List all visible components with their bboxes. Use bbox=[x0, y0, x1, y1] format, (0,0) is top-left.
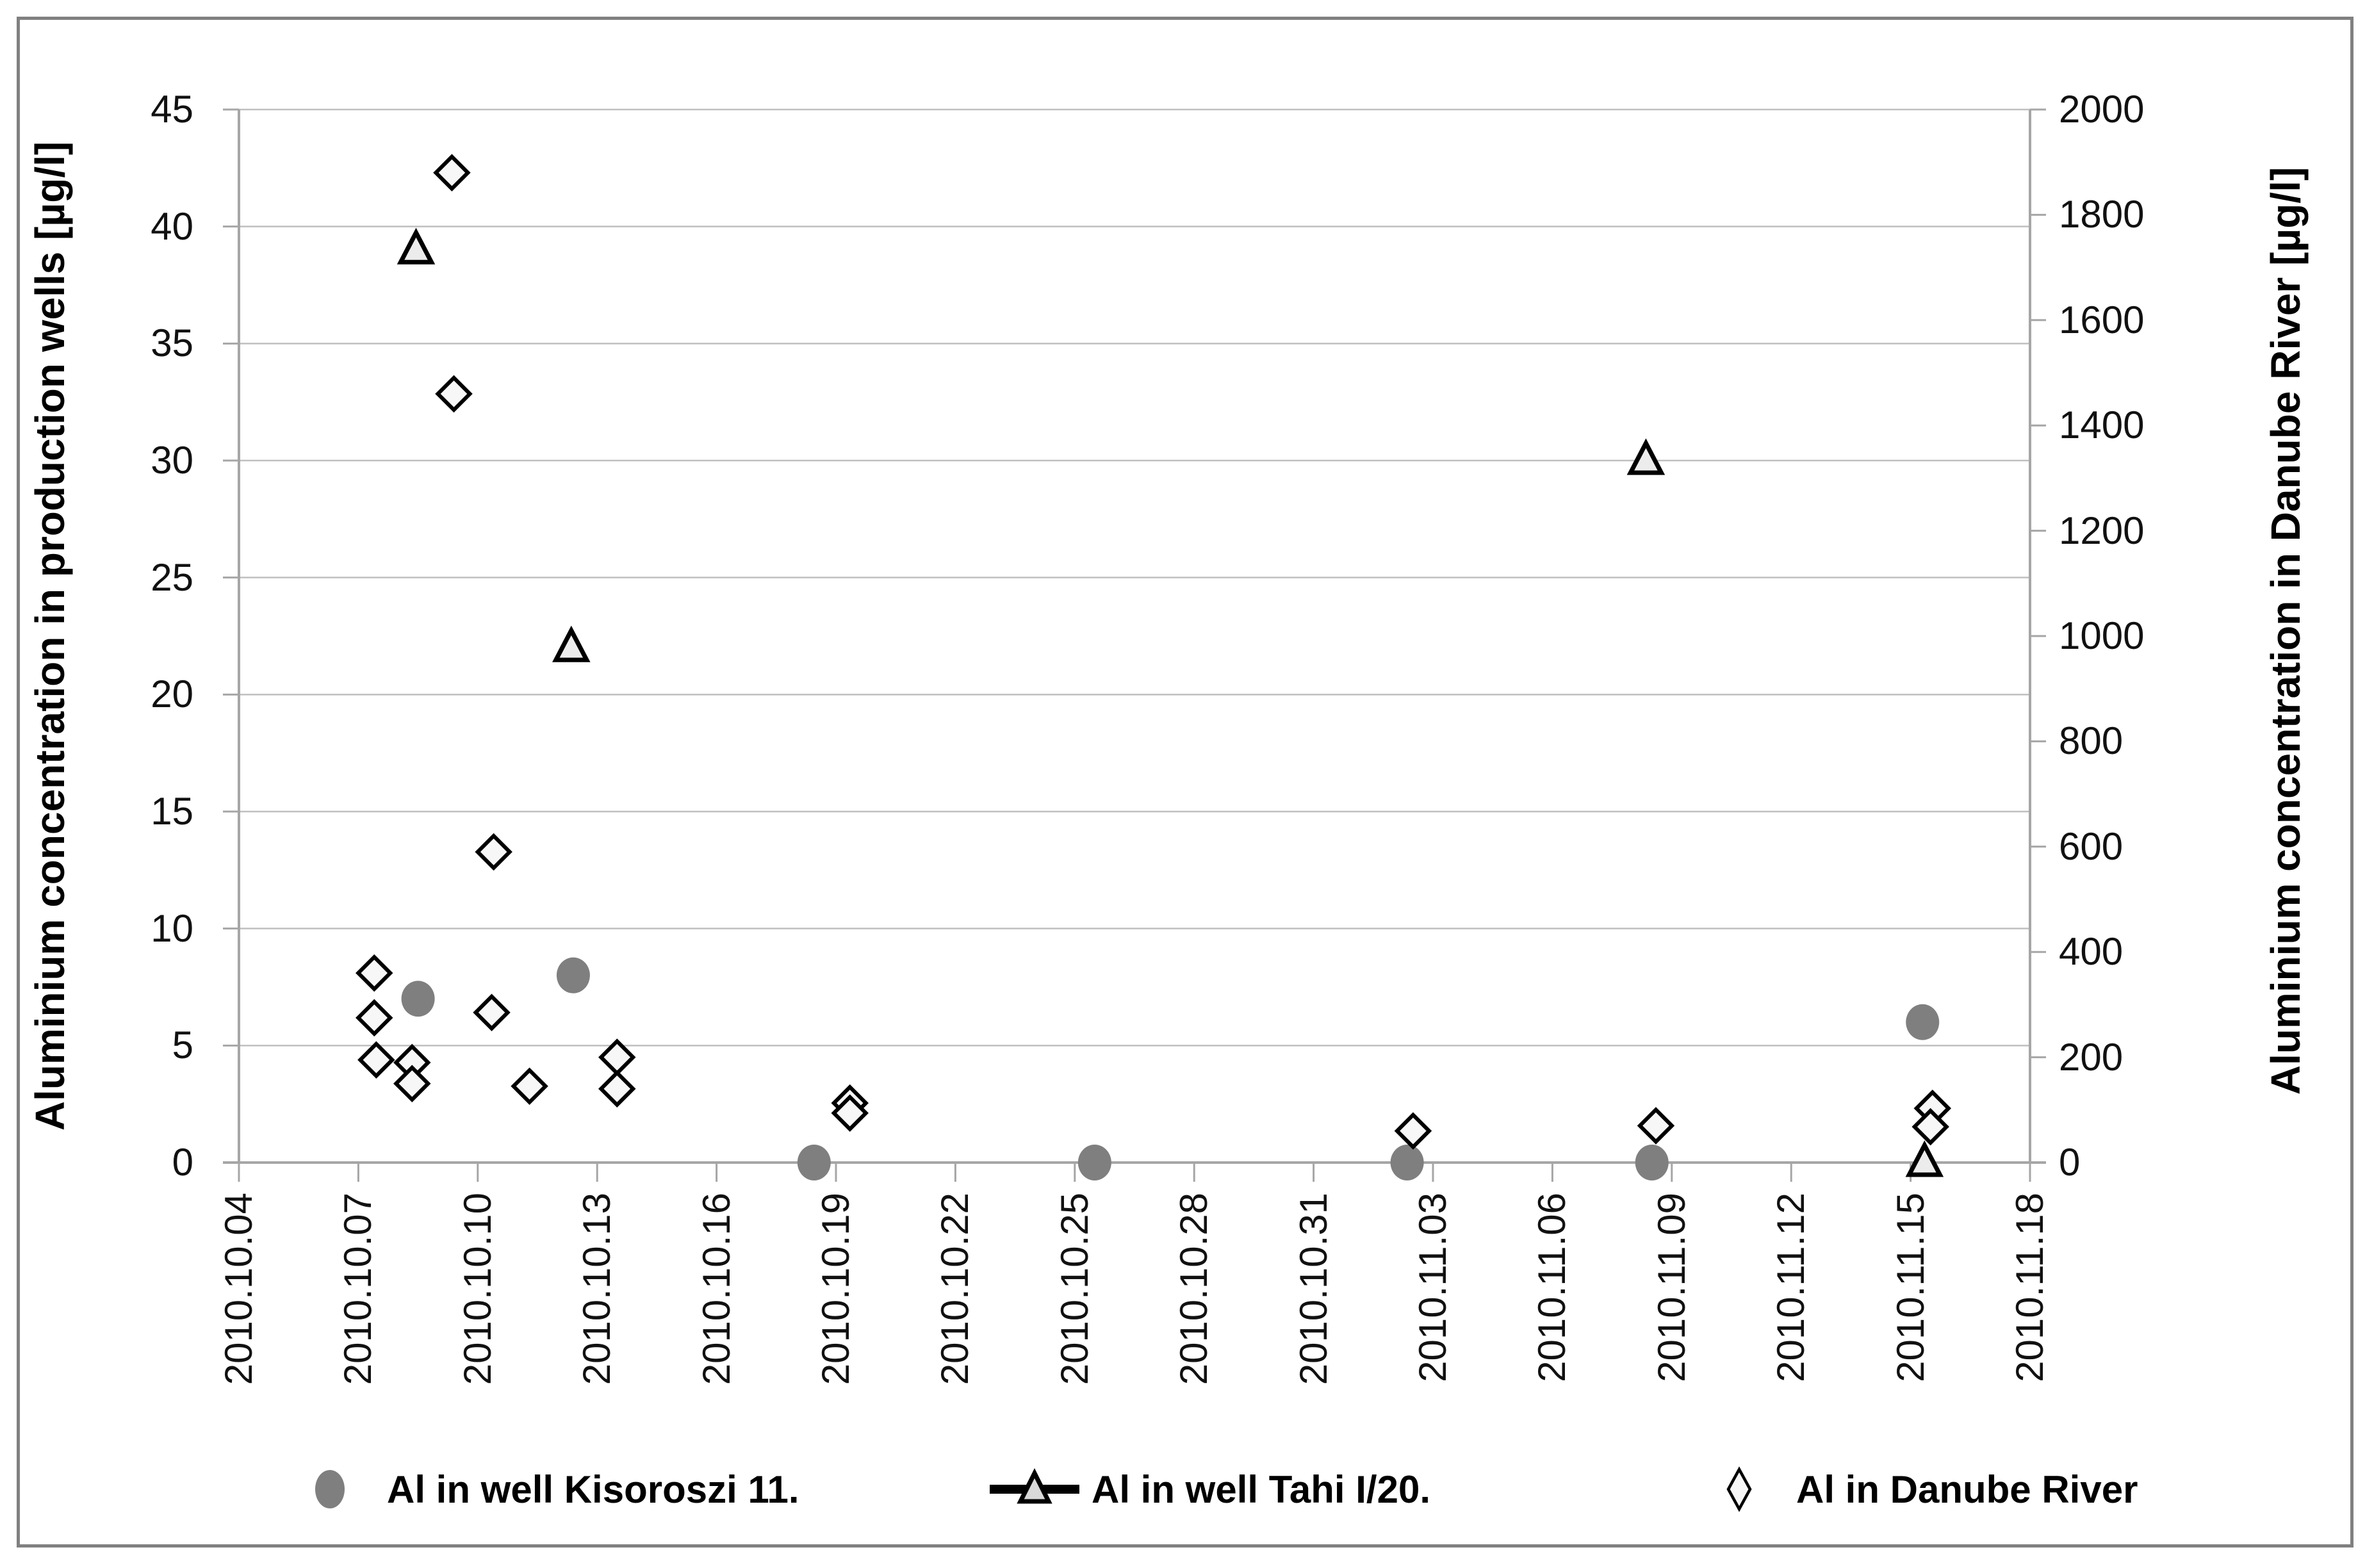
legend-marker-filled-circle-icon bbox=[315, 1470, 345, 1508]
data-point-circle bbox=[797, 1145, 831, 1180]
data-point-diamond bbox=[598, 1070, 636, 1108]
x-axis-tick-label: 2010.10.19 bbox=[814, 1193, 857, 1385]
y-axis-tick-label-left: 40 bbox=[151, 204, 193, 248]
y-axis-tick-label-left: 45 bbox=[151, 88, 193, 131]
y-axis-tick-label-right: 1600 bbox=[2059, 298, 2145, 341]
data-point-circle bbox=[1906, 1004, 1940, 1040]
y-axis-tick-label-right: 800 bbox=[2059, 719, 2124, 763]
data-point-diamond bbox=[1911, 1107, 1949, 1146]
x-axis-tick-label: 2010.10.25 bbox=[1052, 1193, 1096, 1385]
data-point-diamond bbox=[356, 999, 393, 1037]
y-axis-title-right: Aluminium concentration in Danube River … bbox=[2263, 167, 2309, 1095]
x-axis-tick-label: 2010.10.16 bbox=[694, 1193, 738, 1385]
y-axis-title-left: Aluminium concentration in production we… bbox=[27, 141, 73, 1131]
y-axis-tick-label-right: 600 bbox=[2059, 824, 2124, 868]
y-axis-tick-label-right: 1400 bbox=[2059, 404, 2145, 447]
y-axis-tick-label-right: 1000 bbox=[2059, 614, 2145, 657]
legend-label: Al in well Kisoroszi 11. bbox=[387, 1467, 799, 1511]
x-axis-tick-label: 2010.11.12 bbox=[1769, 1193, 1813, 1382]
data-point-triangle bbox=[552, 625, 591, 662]
y-axis-tick-label-right: 2000 bbox=[2059, 88, 2145, 131]
x-axis-tick-label: 2010.10.04 bbox=[217, 1193, 260, 1385]
x-axis-tick-label: 2010.11.06 bbox=[1530, 1193, 1574, 1382]
chart-outer-border bbox=[17, 17, 2354, 1548]
y-axis-tick-label-left: 35 bbox=[151, 322, 193, 365]
data-point-diamond bbox=[473, 993, 511, 1031]
y-axis-tick-label-right: 1200 bbox=[2059, 509, 2145, 552]
legend-item: Al in well Tahi I/20. bbox=[986, 1441, 1430, 1537]
x-axis-tick-label: 2010.10.13 bbox=[575, 1193, 619, 1385]
legend-label: Al in well Tahi I/20. bbox=[1092, 1467, 1431, 1511]
data-point-circle bbox=[556, 957, 590, 993]
y-axis-tick-label-left: 25 bbox=[151, 555, 193, 599]
x-axis-tick-label: 2010.11.15 bbox=[1888, 1193, 1932, 1382]
data-point-diamond bbox=[393, 1065, 431, 1102]
y-axis-tick-label-left: 10 bbox=[151, 906, 193, 950]
data-point-circle bbox=[401, 981, 435, 1017]
legend-marker-open-diamond-icon bbox=[1726, 1466, 1752, 1512]
y-axis-tick-label-left: 30 bbox=[151, 439, 193, 482]
data-point-diamond bbox=[1394, 1112, 1432, 1150]
y-axis-tick-label-right: 200 bbox=[2059, 1035, 2124, 1079]
y-axis-tick-label-left: 20 bbox=[151, 673, 193, 716]
data-point-diamond bbox=[356, 954, 393, 992]
data-point-triangle bbox=[1626, 438, 1666, 475]
x-axis-tick-label: 2010.10.28 bbox=[1172, 1193, 1216, 1385]
data-point-circle bbox=[1390, 1145, 1424, 1180]
data-point-diamond bbox=[475, 833, 512, 871]
data-point-triangle bbox=[397, 227, 436, 265]
legend-label: Al in Danube River bbox=[1796, 1467, 2138, 1511]
data-point-diamond bbox=[511, 1067, 548, 1106]
data-point-triangle bbox=[1905, 1140, 1944, 1177]
y-axis-tick-label-left: 5 bbox=[172, 1024, 193, 1067]
data-point-circle bbox=[1077, 1145, 1111, 1180]
data-point-diamond bbox=[435, 375, 473, 413]
x-axis-tick-label: 2010.11.09 bbox=[1650, 1193, 1693, 1382]
legend-item: Al in well Kisoroszi 11. bbox=[282, 1441, 799, 1537]
x-axis-tick-label: 2010.11.03 bbox=[1411, 1193, 1454, 1382]
legend-item: Al in Danube River bbox=[1691, 1441, 2138, 1537]
data-point-diamond bbox=[357, 1041, 395, 1079]
x-axis-tick-label: 2010.11.18 bbox=[2008, 1193, 2051, 1382]
chart-legend: Al in well Kisoroszi 11. Al in well Tahi … bbox=[0, 1441, 2374, 1537]
y-axis-tick-label-right: 400 bbox=[2059, 930, 2124, 974]
x-axis-tick-label: 2010.10.22 bbox=[933, 1193, 977, 1385]
legend-marker-open-triangle-line-icon bbox=[990, 1468, 1079, 1504]
y-axis-tick-label-left: 0 bbox=[172, 1141, 193, 1184]
data-point-diamond bbox=[1637, 1107, 1675, 1145]
data-point-circle bbox=[1635, 1145, 1669, 1180]
x-axis-tick-label: 2010.10.07 bbox=[336, 1193, 380, 1385]
x-axis-tick-label: 2010.10.10 bbox=[455, 1193, 499, 1385]
y-axis-tick-label-left: 15 bbox=[151, 790, 193, 833]
x-axis-tick-label: 2010.10.31 bbox=[1291, 1193, 1335, 1385]
y-axis-tick-label-right: 0 bbox=[2059, 1141, 2081, 1184]
data-point-diamond bbox=[433, 154, 471, 192]
y-axis-tick-label-right: 1800 bbox=[2059, 193, 2145, 236]
data-point-diamond bbox=[831, 1094, 869, 1132]
